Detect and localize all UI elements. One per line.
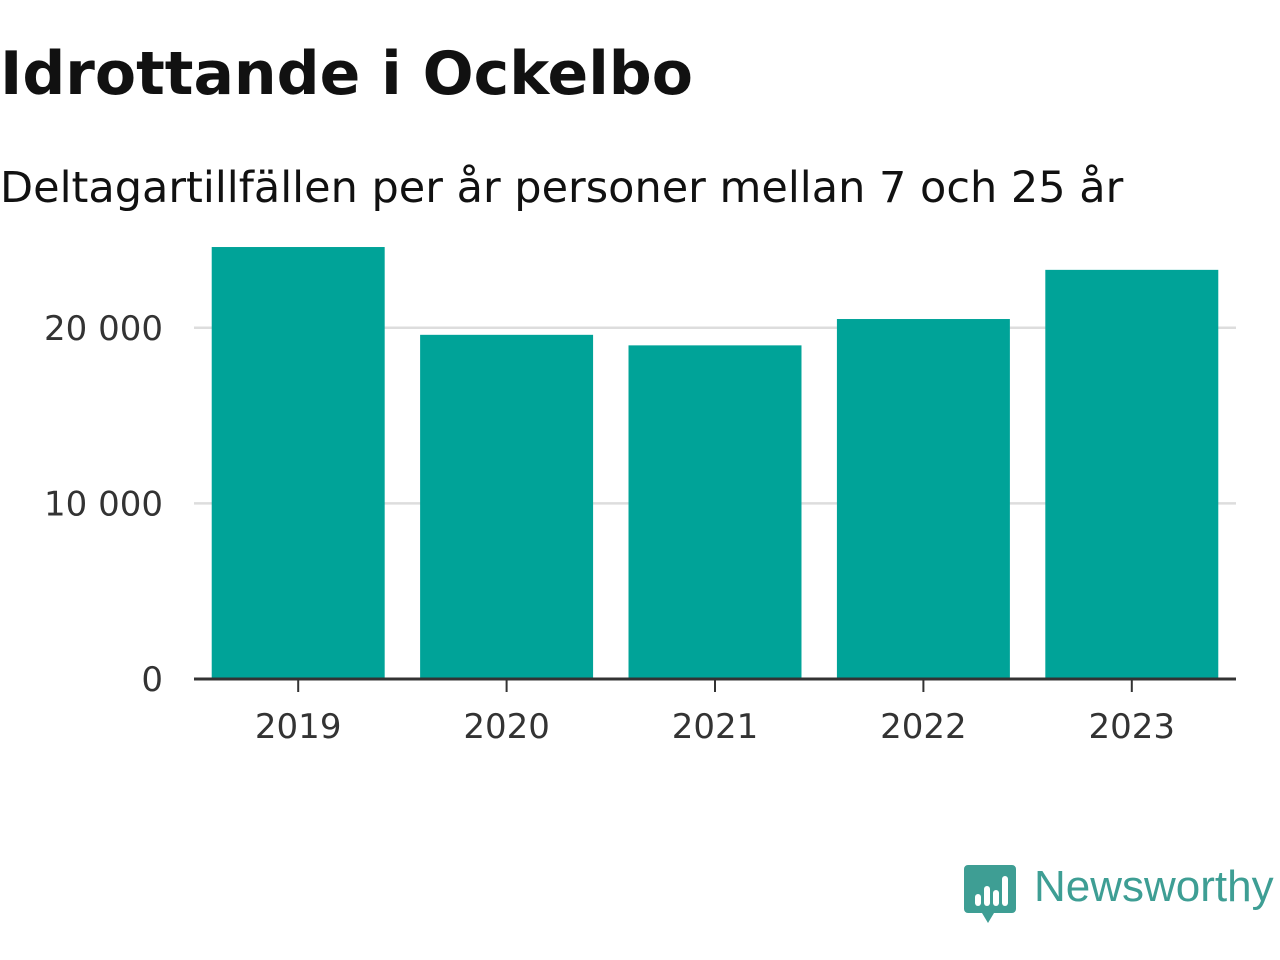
x-tick-label: 2023 bbox=[1089, 707, 1176, 747]
bar-2021 bbox=[628, 345, 802, 679]
newsworthy-logo-icon bbox=[964, 865, 1016, 923]
x-tick-label: 2021 bbox=[672, 707, 759, 747]
bars bbox=[211, 247, 1219, 680]
y-tick-label: 20 000 bbox=[44, 309, 163, 349]
y-axis-tick-labels: 0 10 000 20 000 bbox=[44, 309, 163, 700]
bar-2019 bbox=[211, 247, 385, 680]
bar-chart: 0 10 000 20 000 2019 2020 2021 2022 2023 bbox=[44, 247, 1236, 747]
bar-2023 bbox=[1045, 269, 1219, 679]
bar-2022 bbox=[836, 319, 1010, 679]
newsworthy-logo: Newsworthy bbox=[964, 862, 1274, 927]
y-tick-label: 10 000 bbox=[44, 484, 163, 524]
y-tick-label: 0 bbox=[141, 660, 163, 700]
x-tick-label: 2019 bbox=[255, 707, 342, 747]
chart-subtitle: Deltagartillfällen per år personer mella… bbox=[0, 163, 1124, 213]
x-axis bbox=[194, 677, 1236, 692]
brand-name: Newsworthy bbox=[1034, 862, 1274, 911]
x-tick-label: 2020 bbox=[463, 707, 550, 747]
x-tick-label: 2022 bbox=[880, 707, 967, 747]
x-axis-tick-labels: 2019 2020 2021 2022 2023 bbox=[255, 707, 1175, 747]
bar-2020 bbox=[420, 334, 594, 679]
chart-title: Idrottande i Ockelbo bbox=[0, 39, 693, 109]
